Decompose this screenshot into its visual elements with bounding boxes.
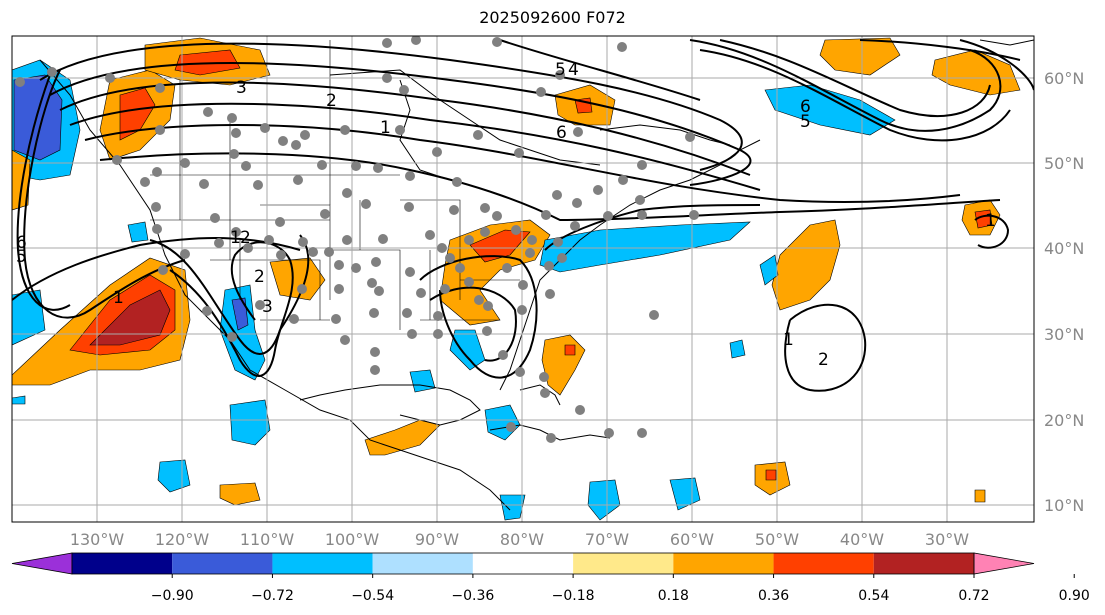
contour-label: 1: [380, 118, 391, 138]
contour-label: 6: [556, 123, 567, 143]
colorbar-tick-label: −0.72: [251, 588, 294, 604]
colorbar-segment: [172, 553, 273, 574]
contour-label: 5: [800, 112, 811, 132]
colorbar: −0.90 −0.72 −0.54 −0.36 −0.18 0.18 0.36 0.54 0.7…: [11, 552, 1090, 604]
lat-label: 30°N: [1044, 325, 1084, 344]
contour-label: 2: [326, 91, 337, 111]
colorbar-tick-label: −0.90: [151, 588, 194, 604]
contour-labels: 3 2 1 6 5 4 6 5 1 2 6 5 1 2 3 1 2 1: [16, 60, 996, 370]
colorbar-segment: [673, 553, 774, 574]
lon-label: 130°W: [70, 530, 125, 549]
colorbar-segment: [873, 553, 974, 574]
lon-label: 80°W: [500, 530, 544, 549]
lat-label: 60°N: [1044, 69, 1084, 88]
map-frame: [11, 35, 1035, 523]
coastlines: [39, 39, 1034, 511]
colorbar-segment: [472, 553, 574, 574]
lon-label: 90°W: [415, 530, 459, 549]
colorbar-tick-label: −0.36: [451, 588, 494, 604]
lat-label: 50°N: [1044, 154, 1084, 173]
lon-label: 40°W: [840, 530, 884, 549]
contour-label: 3: [262, 297, 273, 317]
colorbar-tick-label: 0.36: [758, 588, 789, 604]
colorbar-segment: [773, 553, 874, 574]
lon-label: 110°W: [240, 530, 295, 549]
contour-label: 1: [783, 330, 794, 350]
contour-label: 4: [568, 60, 579, 80]
contour-label: 1: [113, 288, 124, 308]
lat-label: 10°N: [1044, 496, 1084, 515]
lon-label: 100°W: [325, 530, 380, 549]
contour-label: 3: [236, 78, 247, 98]
contour-label: 5: [555, 60, 566, 80]
map-title: 2025092600 F072: [479, 8, 626, 27]
station-dots: [15, 36, 699, 443]
contour-label: 1: [230, 228, 241, 248]
colorbar-tick-label: 0.90: [1059, 588, 1090, 604]
colorbar-tick-label: −0.18: [552, 588, 595, 604]
colorbar-extend-high: [973, 552, 1035, 575]
lon-label: 30°W: [925, 530, 969, 549]
colorbar-tick-label: 0.18: [658, 588, 689, 604]
colorbar-segment: [72, 553, 173, 574]
contours: [12, 39, 1034, 392]
colorbar-tick-label: 0.72: [958, 588, 989, 604]
lon-label: 120°W: [155, 530, 210, 549]
lon-label: 50°W: [755, 530, 799, 549]
map-content: 3 2 1 6 5 4 6 5 1 2 6 5 1 2 3 1 2 1: [12, 36, 1034, 522]
colorbar-tick-label: −0.54: [351, 588, 394, 604]
colorbar-segment: [372, 553, 473, 574]
contour-label: 2: [240, 228, 251, 248]
contour-label: 5: [16, 247, 27, 267]
latitude-labels: 60°N 50°N 40°N 30°N 20°N 10°N: [1044, 69, 1084, 515]
lat-label: 40°N: [1044, 239, 1084, 258]
contour-label: 1: [985, 211, 996, 231]
contour-label: 6: [16, 233, 27, 253]
colorbar-tick-label: 0.54: [858, 588, 889, 604]
contour-label: 6: [800, 97, 811, 117]
colorbar-segment: [573, 553, 674, 574]
contour-label: 2: [254, 267, 265, 287]
lat-label: 20°N: [1044, 411, 1084, 430]
lon-label: 60°W: [670, 530, 714, 549]
longitude-labels: 130°W 120°W 110°W 100°W 90°W 80°W 70°W 6…: [70, 530, 969, 549]
colorbar-frame: [71, 552, 975, 575]
colorbar-extend-low: [11, 552, 73, 575]
contour-label: 2: [818, 350, 829, 370]
colorbar-segment: [272, 553, 373, 574]
lon-label: 70°W: [585, 530, 629, 549]
